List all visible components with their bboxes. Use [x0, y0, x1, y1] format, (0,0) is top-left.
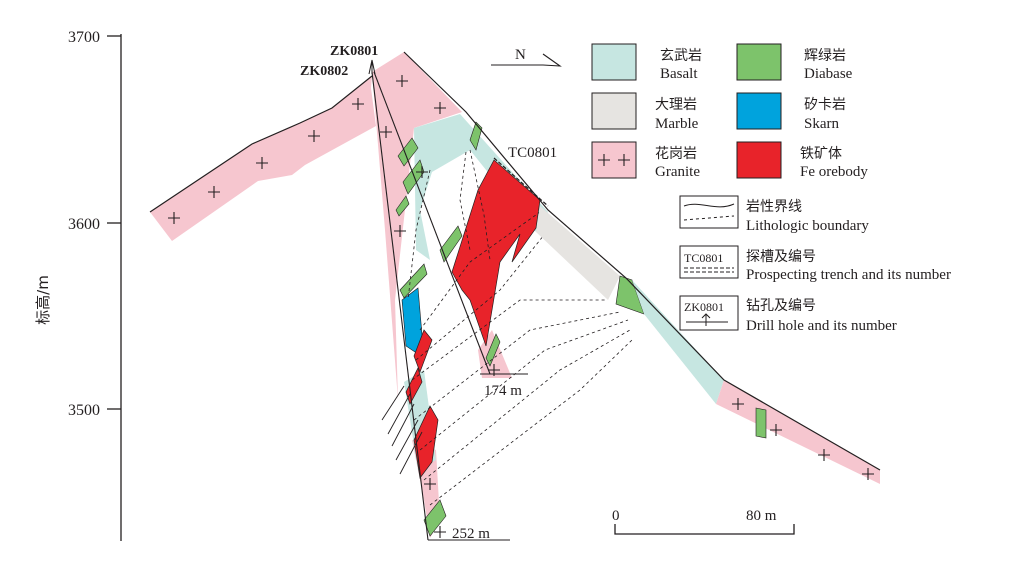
scale-start: 0 [612, 508, 620, 524]
legend-granite-en: Granite [655, 164, 700, 180]
label-zk0802: ZK0802 [300, 64, 348, 79]
legend-trench-en: Prospecting trench and its number [746, 267, 951, 283]
scale-end: 80 m [746, 508, 777, 524]
legend-trench-zh: 探槽及编号 [746, 249, 816, 265]
scale-bar: 0 80 m [612, 508, 795, 535]
tick-3700: 3700 [68, 29, 100, 46]
swatch-trench [679, 245, 739, 279]
legend: 玄武岩 Basalt 辉绿岩 Diabase 大理岩 Marble 矽卡岩 Sk… [591, 43, 951, 334]
legend-boundary-en: Lithologic boundary [746, 218, 869, 234]
legend-skarn-zh: 矽卡岩 [804, 97, 846, 113]
swatch-marble [591, 92, 637, 130]
swatch-diabase [736, 43, 782, 81]
legend-granite-zh: 花岗岩 [655, 146, 697, 162]
legend-diabase-zh: 辉绿岩 [804, 48, 846, 64]
legend-basalt-en: Basalt [660, 66, 698, 82]
legend-trench-code: TC0801 [684, 251, 723, 265]
elevation-axis: 3700 3600 3500 标高/m [34, 29, 122, 541]
legend-marble-zh: 大理岩 [655, 97, 697, 113]
swatch-basalt [591, 43, 637, 81]
label-zk0801: ZK0801 [330, 44, 378, 59]
swatch-skarn [736, 92, 782, 130]
interior-block [372, 52, 633, 538]
label-252m: 252 m [452, 526, 490, 542]
legend-marble-en: Marble [655, 116, 699, 132]
tick-3500: 3500 [68, 402, 100, 419]
tick-3600: 3600 [68, 216, 100, 233]
granite-symbol [598, 154, 630, 166]
swatch-lithologic-boundary [679, 195, 739, 229]
drill-holes [368, 59, 528, 541]
legend-skarn-en: Skarn [804, 116, 839, 132]
legend-drill-code: ZK0801 [684, 300, 724, 314]
north-arrow: N [491, 47, 562, 67]
legend-drill-zh: 钻孔及编号 [746, 298, 816, 314]
y-axis-label: 标高/m [34, 275, 52, 325]
granite-body-west [149, 75, 376, 241]
label-tc0801: TC0801 [508, 145, 557, 161]
legend-drill-en: Drill hole and its number [746, 318, 897, 334]
east-slope-units [403, 51, 881, 484]
legend-diabase-en: Diabase [804, 66, 853, 82]
legend-boundary-zh: 岩性界线 [746, 199, 802, 215]
granite-crosses [168, 75, 874, 538]
swatch-fe-orebody [736, 141, 782, 179]
legend-fe-en: Fe orebody [800, 164, 868, 180]
label-174m: 174 m [484, 383, 522, 399]
legend-basalt-zh: 玄武岩 [660, 47, 702, 64]
north-label: N [515, 47, 526, 63]
swatch-drill-hole [679, 295, 739, 331]
legend-fe-zh: 铁矿体 [800, 146, 842, 162]
